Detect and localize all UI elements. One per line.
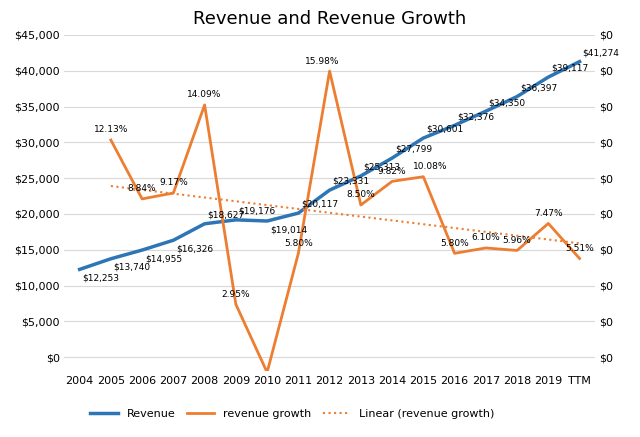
Text: 5.51%: 5.51% bbox=[565, 244, 594, 253]
Text: $41,274: $41,274 bbox=[582, 49, 620, 58]
Text: 5.80%: 5.80% bbox=[284, 239, 313, 248]
Text: -0.85%: -0.85% bbox=[0, 436, 1, 437]
Text: $19,176: $19,176 bbox=[239, 207, 276, 216]
Text: $12,253: $12,253 bbox=[83, 274, 120, 283]
Text: 15.98%: 15.98% bbox=[305, 56, 340, 66]
Text: $13,740: $13,740 bbox=[114, 263, 151, 272]
Legend: Revenue, revenue growth, Linear (revenue growth): Revenue, revenue growth, Linear (revenue… bbox=[86, 404, 499, 423]
Text: $18,627: $18,627 bbox=[207, 211, 244, 220]
Text: $19,014: $19,014 bbox=[270, 225, 307, 234]
Text: $27,799: $27,799 bbox=[395, 145, 432, 154]
Title: Revenue and Revenue Growth: Revenue and Revenue Growth bbox=[193, 10, 466, 28]
Text: 6.10%: 6.10% bbox=[472, 233, 500, 243]
Text: 9.17%: 9.17% bbox=[159, 178, 188, 187]
Text: $25,313: $25,313 bbox=[364, 163, 401, 172]
Text: $20,117: $20,117 bbox=[301, 200, 339, 209]
Text: 5.96%: 5.96% bbox=[502, 236, 531, 245]
Text: 14.09%: 14.09% bbox=[188, 90, 222, 99]
Text: $14,955: $14,955 bbox=[145, 254, 182, 263]
Text: $34,350: $34,350 bbox=[488, 98, 525, 107]
Text: 9.82%: 9.82% bbox=[378, 167, 406, 176]
Text: 7.47%: 7.47% bbox=[534, 209, 563, 218]
Text: 8.84%: 8.84% bbox=[128, 184, 156, 193]
Text: $39,117: $39,117 bbox=[551, 64, 588, 73]
Text: $16,326: $16,326 bbox=[176, 244, 213, 253]
Text: $32,376: $32,376 bbox=[458, 112, 495, 121]
Text: $36,397: $36,397 bbox=[520, 83, 557, 92]
Text: 2.95%: 2.95% bbox=[221, 290, 250, 299]
Text: 12.13%: 12.13% bbox=[93, 125, 128, 135]
Text: 8.50%: 8.50% bbox=[346, 191, 375, 199]
Text: 10.08%: 10.08% bbox=[413, 162, 447, 171]
Text: $30,601: $30,601 bbox=[426, 125, 463, 134]
Text: 5.80%: 5.80% bbox=[440, 239, 469, 248]
Text: $23,331: $23,331 bbox=[332, 177, 369, 186]
